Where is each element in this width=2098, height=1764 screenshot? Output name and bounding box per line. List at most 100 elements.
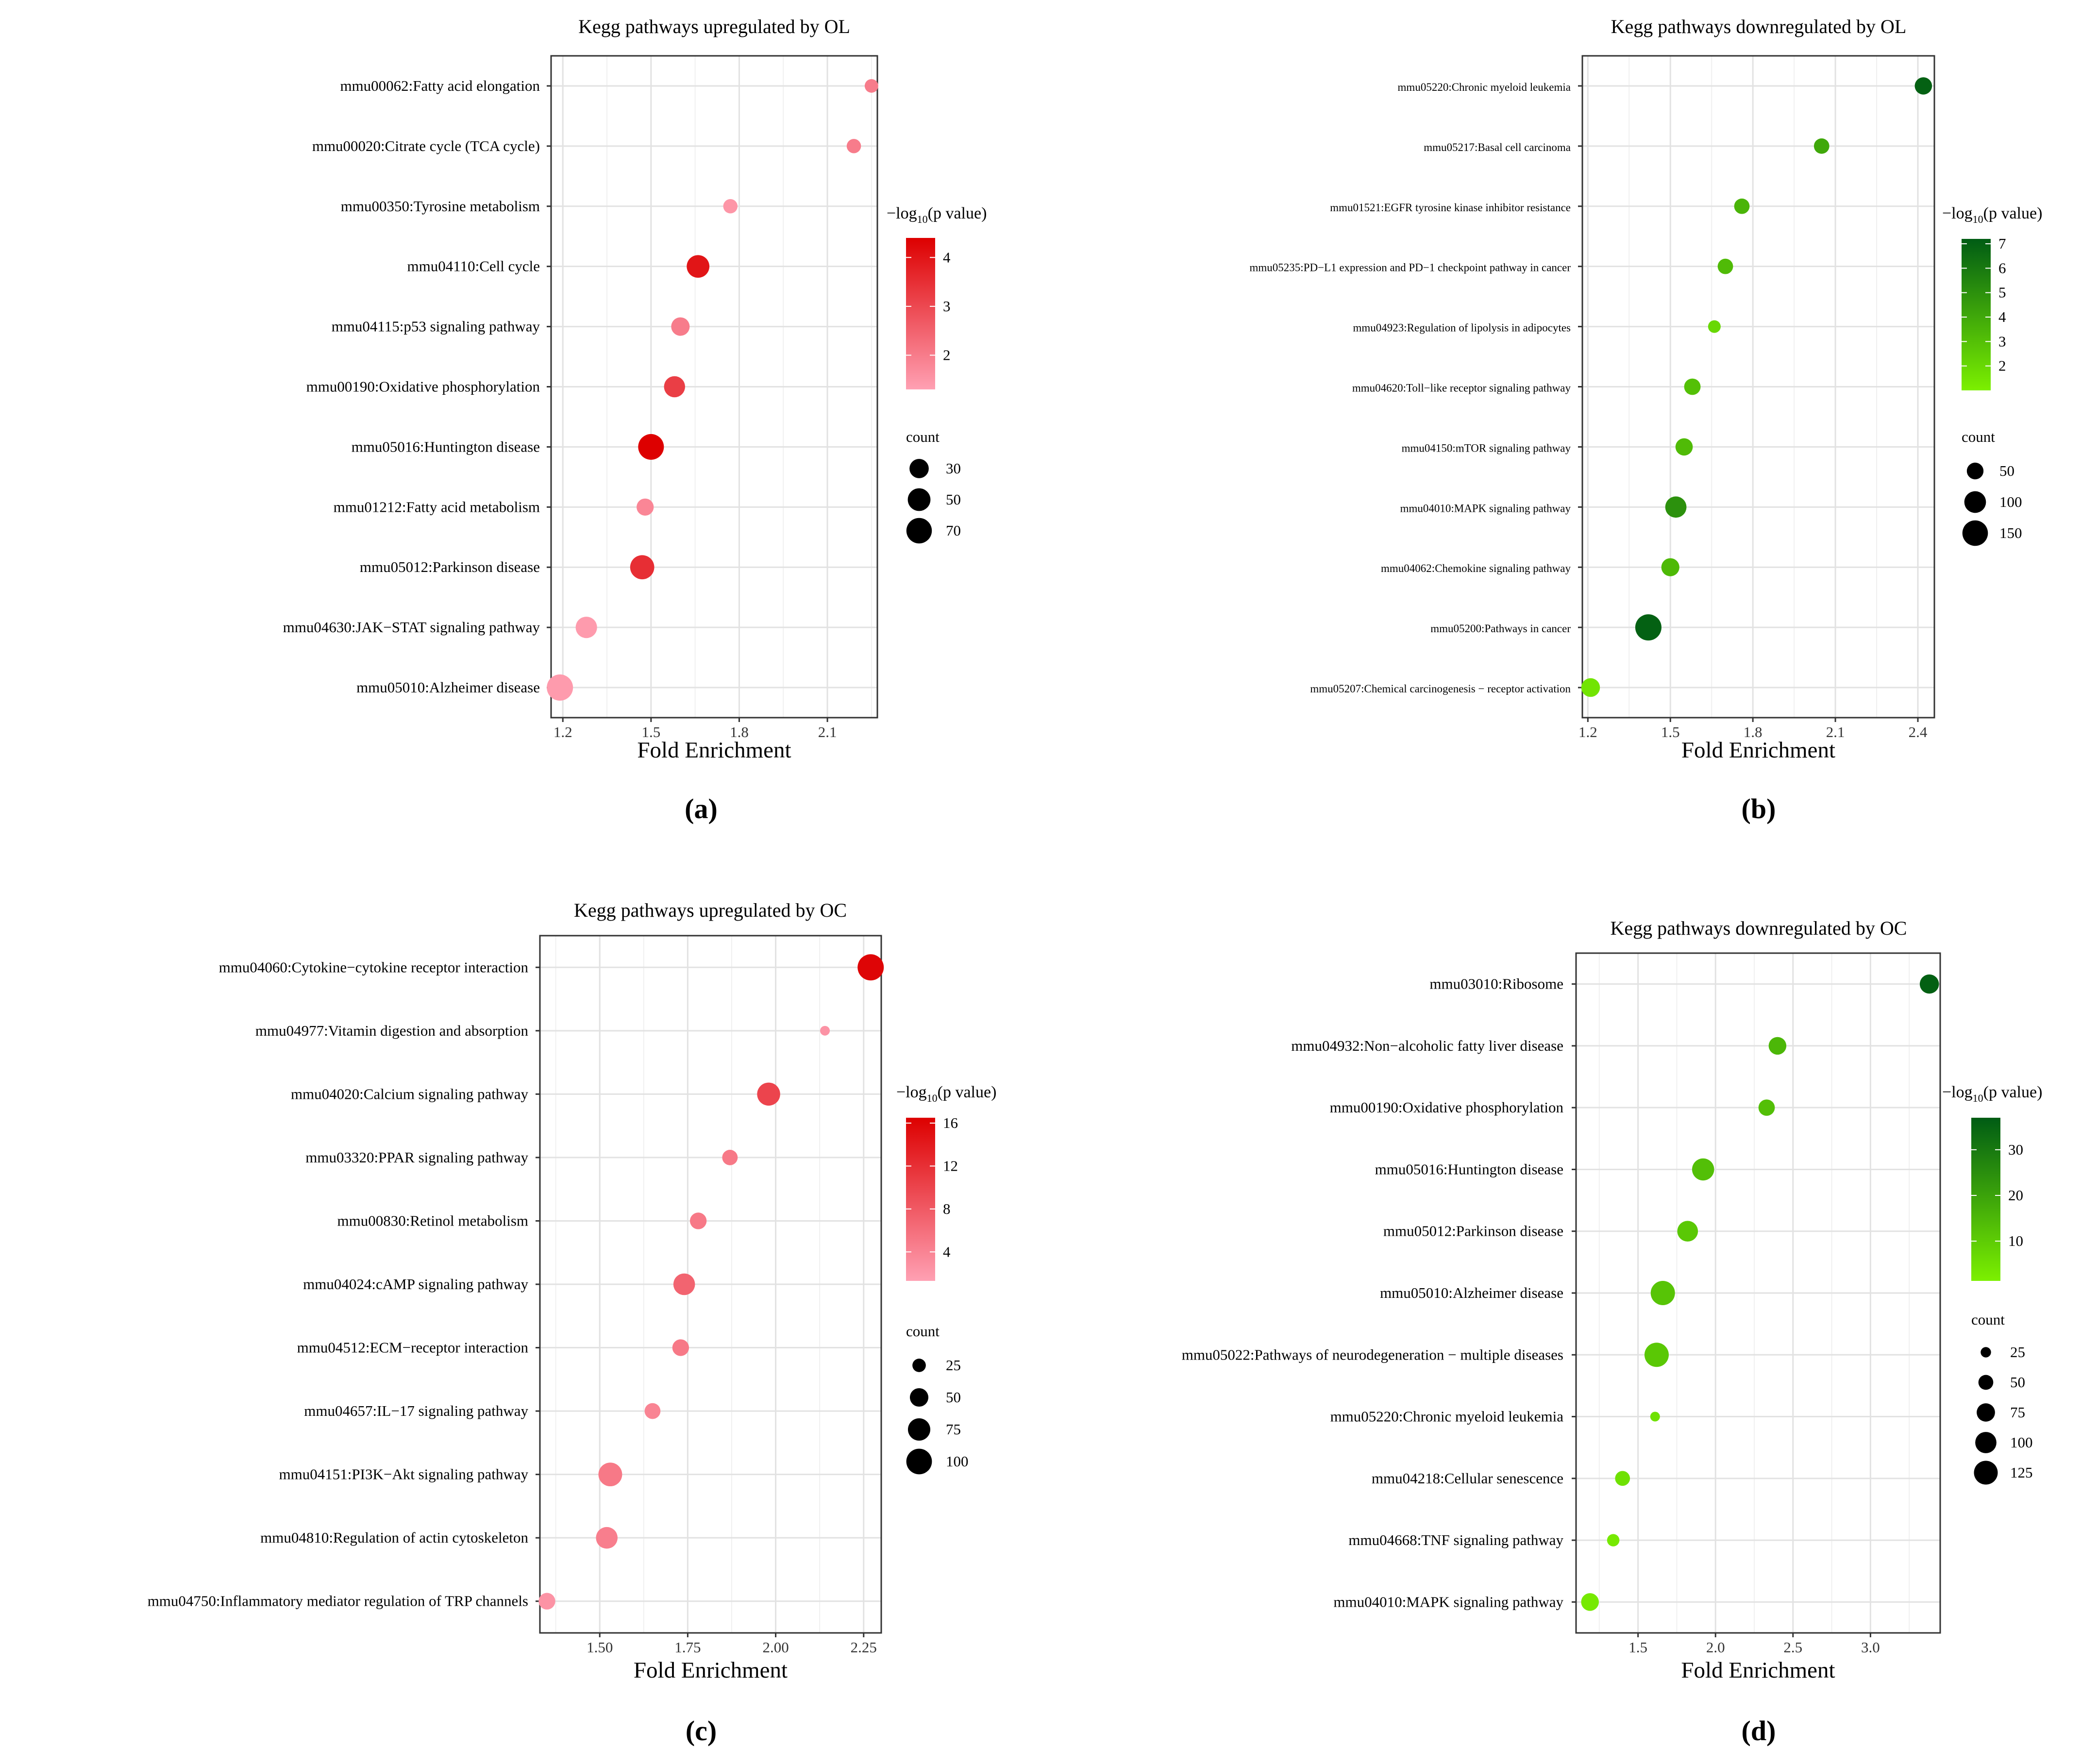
x-tick-label: 2.1 [1826,723,1845,740]
size-legend-dot [1978,1375,1994,1390]
data-point [757,1082,780,1106]
color-legend-label: 7 [1998,235,2006,252]
panel-b: Kegg pathways downregulated by OL mmu0522… [1250,16,2043,763]
data-point [547,674,573,701]
x-axis-label: Fold Enrichment [1681,738,1835,763]
data-point [538,1593,555,1610]
size-legend-dot [909,1388,929,1407]
size-legend-label: 100 [1999,493,2022,510]
x-tick-label: 1.2 [1578,723,1597,740]
x-tick-label: 2.4 [1909,723,1928,740]
x-tick-label: 2.5 [1783,1639,1802,1656]
y-tick-label: mmu04218:Cellular senescence [1372,1470,1563,1487]
data-point [1684,378,1701,395]
x-tick-label: 1.75 [674,1639,701,1656]
x-axis-label: Fold Enrichment [637,738,791,763]
data-point [637,498,654,516]
data-point [671,317,690,336]
size-legend-dot [909,459,929,478]
y-tick-label: mmu04010:MAPK signaling pathway [1333,1593,1563,1610]
size-legend-title: count [906,428,940,445]
data-point [1644,1343,1669,1367]
y-tick-label: mmu05010:Alzheimer disease [356,679,540,696]
size-legend-dot [1962,520,1988,546]
y-tick-label: mmu04630:JAK−STAT signaling pathway [283,619,540,636]
data-point [673,1273,695,1295]
y-tick-label: mmu04657:IL−17 signaling pathway [304,1402,528,1419]
color-legend-label: 6 [1998,259,2006,276]
y-tick-label: mmu05022:Pathways of neurodegeneration −… [1182,1346,1563,1363]
y-tick-label: mmu05207:Chemical carcinogenesis − recep… [1310,683,1571,695]
data-point [1665,496,1687,518]
size-legend-label: 150 [1999,524,2022,541]
size-legend-label: 100 [946,1453,969,1470]
data-point [1677,1221,1698,1242]
size-legend-title: count [1962,428,1995,445]
color-legend-label: 4 [943,249,951,266]
y-tick-label: mmu04620:Toll−like receptor signaling pa… [1352,382,1571,394]
data-point [1615,1471,1630,1486]
size-legend-label: 50 [1999,462,2014,479]
size-legend-label: 75 [946,1421,961,1438]
data-point [598,1462,622,1487]
color-legend-label: 3 [1998,333,2006,350]
color-legend-title: −log10(p value) [1942,1083,2042,1104]
chart-title: Kegg pathways downregulated by OL [1611,16,1907,37]
size-legend-dot [1981,1347,1991,1358]
size-legend-dot [912,1359,926,1372]
data-point [857,954,884,981]
y-tick-label: mmu04010:MAPK signaling pathway [1400,502,1571,514]
y-tick-label: mmu04115:p53 signaling pathway [332,318,540,335]
panel-c: Kegg pathways upregulated by OC mmu04060:… [148,899,997,1683]
size-legend-label: 50 [2010,1374,2025,1391]
y-tick-label: mmu04668:TNF signaling pathway [1348,1531,1563,1548]
y-tick-label: mmu00062:Fatty acid elongation [340,77,540,94]
y-tick-label: mmu04110:Cell cycle [407,258,540,275]
size-legend-dot [1974,1461,1998,1485]
y-tick-label: mmu04750:Inflammatory mediator regulatio… [148,1593,528,1610]
chart-title: Kegg pathways downregulated by OC [1611,917,1907,939]
x-tick-label: 2.0 [1706,1639,1725,1656]
data-point [1692,1158,1714,1181]
y-tick-label: mmu04024:cAMP signaling pathway [303,1276,528,1293]
size-legend-label: 70 [946,522,961,539]
color-legend-title: −log10(p value) [887,204,987,225]
y-tick-label: mmu03010:Ribosome [1429,975,1563,992]
data-point [1661,558,1679,576]
data-point [1650,1411,1660,1422]
x-tick-label: 1.2 [554,723,572,740]
data-point [689,1212,707,1229]
data-point [1650,1281,1675,1305]
data-point [1813,138,1829,154]
y-tick-label: mmu05217:Basal cell carcinoma [1424,141,1571,153]
y-tick-label: mmu04810:Regulation of actin cytoskeleto… [260,1529,528,1546]
panel-label: (c) [686,1715,717,1747]
y-tick-label: mmu05012:Parkinson disease [360,558,540,575]
x-tick-label: 2.1 [818,723,837,740]
size-legend-title: count [1971,1311,2005,1328]
y-tick-label: mmu05016:Huntington disease [1375,1160,1563,1177]
y-tick-label: mmu01212:Fatty acid metabolism [334,498,540,515]
y-tick-label: mmu04512:ECM−receptor interaction [297,1339,529,1356]
data-point [1768,1037,1787,1055]
color-legend-label: 5 [1998,284,2006,301]
y-tick-label: mmu05220:Chronic myeloid leukemia [1330,1408,1564,1425]
x-tick-label: 2.25 [851,1639,877,1656]
data-point [638,434,664,460]
color-legend-label: 4 [943,1243,951,1260]
data-point [864,79,878,93]
x-tick-label: 1.8 [730,723,749,740]
y-tick-label: mmu05012:Parkinson disease [1383,1223,1563,1240]
size-legend-dot [906,518,932,544]
size-legend-label: 30 [946,460,961,477]
y-tick-label: mmu05010:Alzheimer disease [1380,1284,1563,1301]
y-tick-label: mmu05200:Pathways in cancer [1430,622,1571,635]
size-legend-dot [1966,462,1984,480]
data-point [846,139,861,153]
y-tick-label: mmu00190:Oxidative phosphorylation [306,378,540,395]
y-tick-label: mmu00830:Retinol metabolism [337,1212,528,1229]
data-point [596,1527,618,1549]
size-legend-dot [906,1448,932,1475]
y-tick-label: mmu04062:Chemokine signaling pathway [1381,562,1571,574]
